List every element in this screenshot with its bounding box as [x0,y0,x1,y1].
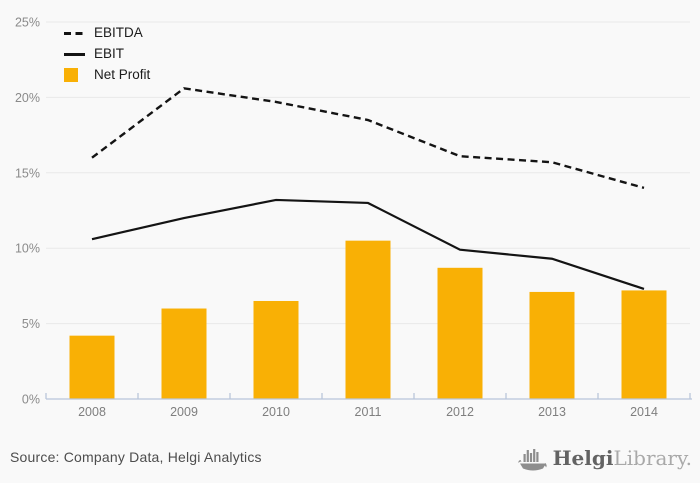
bar-net-profit-2010 [253,300,299,399]
legend-label: EBIT [94,46,125,61]
legend-label: EBITDA [94,25,143,40]
x-tick-label: 2013 [538,405,566,419]
x-tick-label: 2008 [78,405,106,419]
legend-item-net-profit: Net Profit [64,68,150,82]
x-tick-label: 2010 [262,405,290,419]
helgi-ship-icon [518,449,547,471]
bar-net-profit-2014 [621,290,667,399]
y-tick-label: 5% [22,317,40,331]
legend-item-ebit: EBIT [64,47,150,61]
legend-label: Net Profit [94,67,151,82]
square-swatch-icon [64,68,86,82]
y-tick-label: 15% [15,166,40,180]
x-tick-label: 2011 [355,405,382,419]
y-tick-label: 0% [22,393,40,407]
bar-net-profit-2009 [161,308,207,399]
y-tick-label: 20% [15,91,40,105]
helgi-library-logo: HelgiLibrary. [518,443,692,473]
solid-line-swatch-icon [64,52,86,56]
x-tick-label: 2009 [170,405,198,419]
logo-text: HelgiLibrary. [553,445,692,471]
logo-text-library: Library. [613,446,692,470]
chart-legend: EBITDA EBIT Net Profit [64,26,150,82]
chart-canvas: 25% 20% 15% 10% 5% 0% 2008 2009 2010 2011 2012 2013… [15,16,692,419]
bar-net-profit-2011 [345,240,391,399]
bar-net-profit-2012 [437,267,483,399]
y-tick-label: 25% [15,16,40,30]
source-text: Source: Company Data, Helgi Analytics [10,449,262,465]
x-tick-label: 2014 [630,405,658,419]
bar-net-profit-2013 [529,291,575,399]
y-tick-label: 10% [15,242,40,256]
ebitda-line [91,87,645,190]
x-tick-label: 2012 [446,405,474,419]
bar-net-profit-2008 [69,335,115,399]
dashed-line-swatch-icon [64,31,86,35]
logo-text-helgi: Helgi [552,446,614,470]
legend-item-ebitda: EBITDA [64,26,150,40]
ebit-line [91,198,645,290]
